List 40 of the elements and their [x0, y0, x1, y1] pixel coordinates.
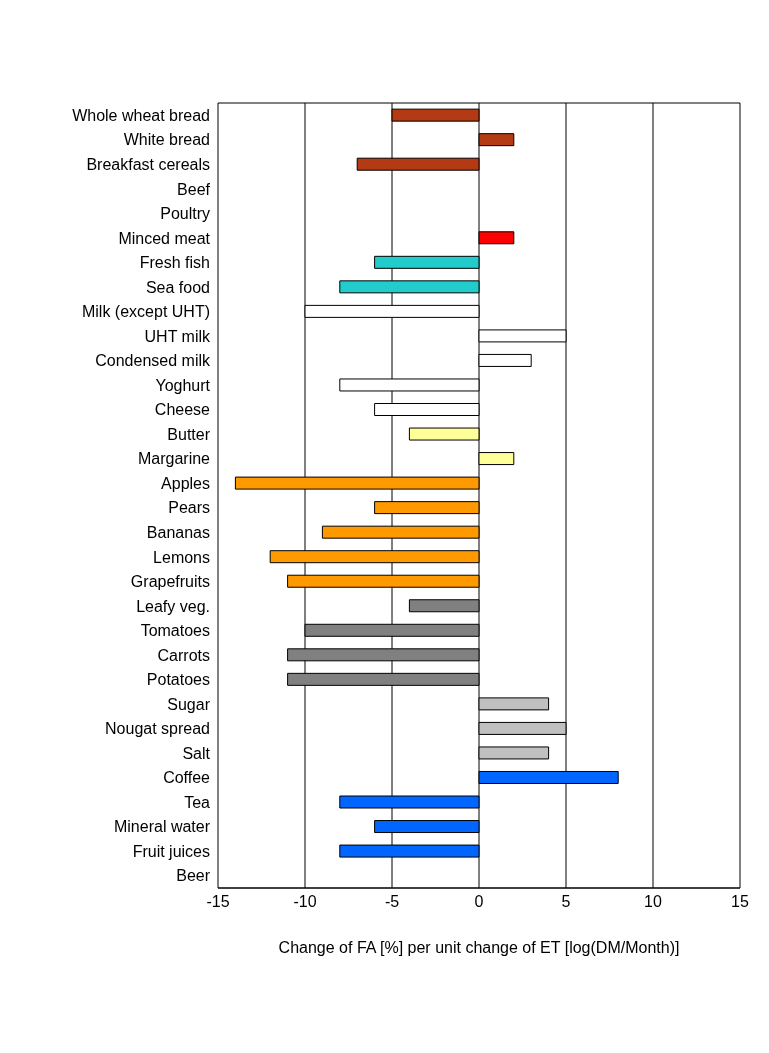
y-tick-label: Pears: [168, 499, 210, 517]
x-tick-label: 10: [644, 893, 662, 911]
y-tick-label: Tomatoes: [140, 622, 210, 640]
y-tick-label: Bananas: [146, 523, 210, 541]
y-tick-label: Fruit juices: [132, 842, 210, 860]
y-tick-label: Mineral water: [113, 818, 211, 836]
x-tick-label: -5: [384, 893, 400, 911]
y-tick-label: Breakfast cereals: [86, 156, 210, 174]
y-tick-label: Poultry: [160, 205, 210, 223]
x-tick-label: 15: [731, 893, 749, 911]
y-tick-label: UHT milk: [144, 327, 211, 345]
y-tick-label: Leafy veg.: [136, 597, 210, 615]
x-tick-label: -15: [206, 893, 230, 911]
y-tick-label: Yoghurt: [155, 376, 211, 394]
y-tick-label: Cheese: [154, 401, 211, 419]
y-tick-label: Lemons: [153, 548, 210, 566]
y-tick-label: Sea food: [145, 278, 210, 296]
x-axis-title: Change of FA [%] per unit change of ET [log(DM/Month)]: [278, 939, 680, 956]
y-tick-label: Grapefruits: [130, 573, 210, 591]
y-tick-label: White bread: [123, 131, 210, 149]
y-tick-label: Minced meat: [118, 229, 211, 247]
y-tick-label: Apples: [161, 474, 210, 492]
y-tick-label: Tea: [184, 793, 211, 811]
y-tick-label: Beef: [177, 180, 211, 198]
y-tick-label: Beer: [176, 867, 211, 885]
x-tick-label: -10: [293, 893, 317, 911]
y-tick-label: Nougat spread: [105, 720, 210, 738]
y-tick-label: Fresh fish: [139, 254, 210, 272]
y-tick-label: Margarine: [137, 450, 211, 468]
y-tick-label: Salt: [182, 744, 211, 762]
y-tick-label: Milk (except UHT): [81, 303, 210, 321]
y-tick-label: Coffee: [163, 769, 211, 787]
y-tick-label: Potatoes: [146, 671, 210, 689]
y-tick-label: Carrots: [157, 646, 210, 664]
y-tick-label: Butter: [167, 425, 211, 443]
x-tick-label: 5: [561, 893, 571, 911]
x-tick-label: 0: [474, 893, 484, 911]
y-tick-label: Sugar: [167, 695, 211, 713]
y-tick-label: Whole wheat bread: [72, 106, 210, 124]
y-tick-label: Condensed milk: [95, 352, 211, 370]
